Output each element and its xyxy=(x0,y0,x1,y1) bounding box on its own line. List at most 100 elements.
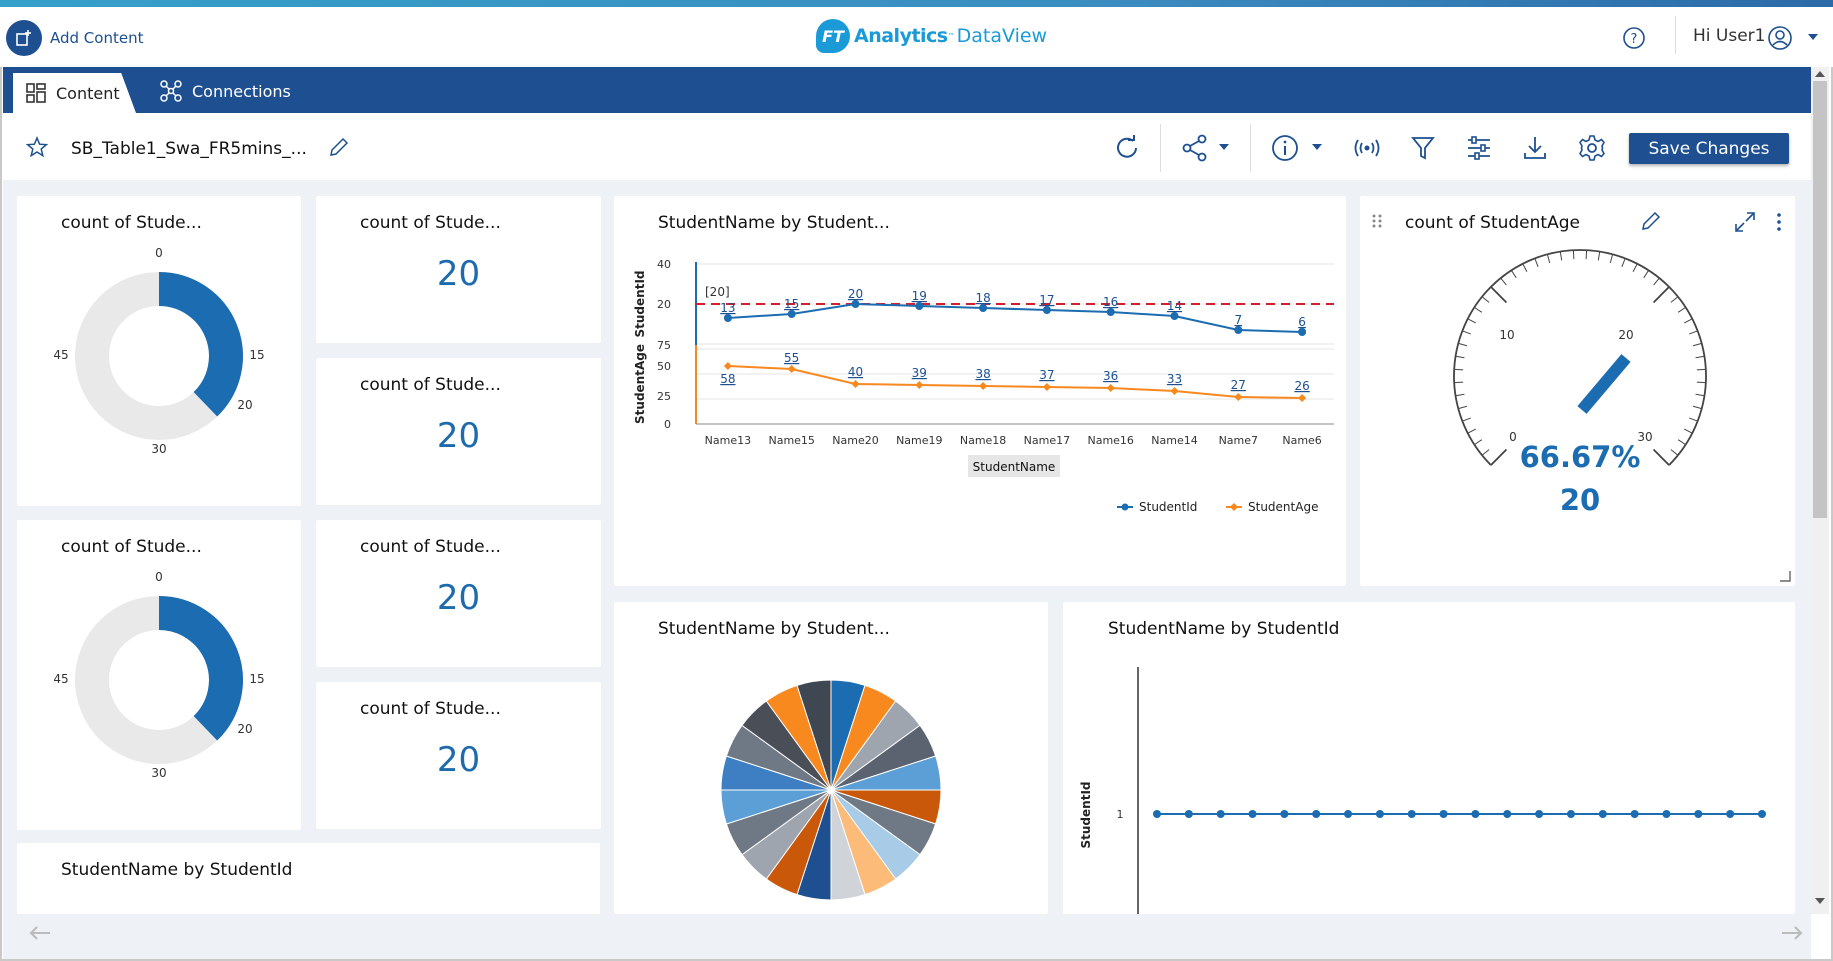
gauge-needle xyxy=(1577,354,1631,414)
data-point xyxy=(1280,810,1289,818)
filter-icon[interactable] xyxy=(1409,133,1437,163)
add-content-icon xyxy=(16,30,31,46)
data-point-studentid xyxy=(1298,328,1307,336)
drag-handle-icon[interactable] xyxy=(1371,213,1383,229)
y-tick: 1 xyxy=(1117,808,1124,821)
connections-icon xyxy=(160,80,182,102)
data-point-studentage xyxy=(1298,394,1307,402)
data-label-studentage: 39 xyxy=(912,366,927,380)
gauge-arc xyxy=(1453,249,1707,466)
help-icon[interactable]: ? xyxy=(1622,26,1646,50)
gauge-minor-tick xyxy=(1632,263,1638,272)
gauge-minor-tick xyxy=(1559,251,1563,261)
donut-chart: 0 15 20 30 45 xyxy=(53,570,264,780)
scroll-down-arrow-icon[interactable] xyxy=(1815,898,1825,904)
expand-icon[interactable] xyxy=(1734,211,1756,233)
gauge-minor-tick xyxy=(1653,277,1660,286)
pie-widget[interactable]: StudentName by Student... xyxy=(614,602,1048,914)
x-tick-label: Name18 xyxy=(960,434,1006,447)
data-point xyxy=(1184,810,1193,818)
save-changes-button[interactable]: Save Changes xyxy=(1629,133,1789,164)
share-caret-icon[interactable] xyxy=(1218,143,1230,151)
share-icon[interactable] xyxy=(1180,133,1210,163)
resize-corner-icon[interactable] xyxy=(1779,570,1791,582)
data-point xyxy=(1439,810,1448,818)
data-label-studentage: 37 xyxy=(1039,368,1054,382)
data-label-studentage: 38 xyxy=(975,367,990,381)
data-point-studentid xyxy=(787,310,796,318)
data-point-studentid xyxy=(979,304,988,312)
data-label-studentage: 26 xyxy=(1294,379,1309,393)
widget-title: StudentName by StudentId xyxy=(61,860,293,880)
data-point-studentid xyxy=(1106,308,1115,316)
add-content-button[interactable] xyxy=(6,20,42,56)
data-point-studentage xyxy=(1042,383,1051,391)
gauge-chart: 10 20 0 30 66.67% 20 xyxy=(1453,249,1707,517)
gauge-minor-tick xyxy=(1458,342,1468,347)
widget-title: count of Stude... xyxy=(360,375,501,395)
y-tick: 50 xyxy=(657,360,671,373)
data-label-studentid: 6 xyxy=(1298,315,1306,329)
donut-tick: 15 xyxy=(249,348,264,362)
more-options-icon[interactable] xyxy=(1776,212,1782,232)
widget-title: count of Stude... xyxy=(61,213,202,233)
donut-tick: 30 xyxy=(151,442,166,456)
adjust-sliders-icon[interactable] xyxy=(1465,133,1493,163)
kpi-widget-3[interactable]: count of Stude... 20 xyxy=(316,520,601,667)
y-tick: 25 xyxy=(657,390,671,403)
kpi-widget-1[interactable]: count of Stude... 20 xyxy=(316,196,601,343)
gauge-tick-label: 10 xyxy=(1499,328,1514,342)
settings-gear-icon[interactable] xyxy=(1577,133,1607,163)
gauge-major-tick xyxy=(1490,448,1508,466)
data-label-studentid: 20 xyxy=(848,287,863,301)
legend-label-studentage: StudentAge xyxy=(1248,500,1318,514)
gauge-widget[interactable]: count of StudentAge 10 20 0 30 66.67% 20 xyxy=(1360,196,1795,586)
data-point xyxy=(1598,810,1607,818)
data-label-studentid: 14 xyxy=(1167,299,1182,313)
scrollbar-thumb[interactable] xyxy=(1813,81,1827,518)
data-point xyxy=(1726,810,1735,818)
x-tick-label: Name16 xyxy=(1087,434,1133,447)
edit-widget-pencil-icon[interactable] xyxy=(1640,210,1662,232)
data-point-studentid xyxy=(851,300,860,308)
dot-chart-widget[interactable]: StudentName by StudentId StudentId 1 xyxy=(1063,602,1795,914)
user-avatar-icon[interactable] xyxy=(1767,25,1793,51)
favorite-star-icon[interactable] xyxy=(26,136,48,158)
info-caret-icon[interactable] xyxy=(1311,143,1323,151)
gauge-tick-label: 30 xyxy=(1637,430,1652,444)
series-line-studentage xyxy=(727,365,1303,399)
add-content-label[interactable]: Add Content xyxy=(50,29,144,47)
user-menu-caret-icon[interactable] xyxy=(1808,34,1818,40)
tab-content[interactable]: Content xyxy=(13,73,136,113)
data-label-studentage: 55 xyxy=(784,351,799,365)
kpi-widget-2[interactable]: count of Stude... 20 xyxy=(316,358,601,505)
gauge-minor-tick xyxy=(1474,439,1483,446)
kpi-widget-4[interactable]: count of Stude... 20 xyxy=(316,682,601,829)
user-greeting[interactable]: Hi User1 xyxy=(1693,26,1766,46)
x-tick-label: Name20 xyxy=(832,434,878,447)
line-chart-widget[interactable]: StudentName by Student... StudentId Stud… xyxy=(614,196,1346,586)
info-icon[interactable] xyxy=(1270,133,1300,163)
gauge-minor-tick xyxy=(1455,355,1465,359)
y-axis-label-top: StudentId xyxy=(633,271,647,338)
previous-page-arrow-icon[interactable] xyxy=(28,925,52,941)
data-point xyxy=(1248,810,1257,818)
download-icon[interactable] xyxy=(1521,133,1549,163)
widget-title: count of Stude... xyxy=(360,213,501,233)
scroll-up-arrow-icon[interactable] xyxy=(1815,71,1825,77)
gauge-minor-tick xyxy=(1692,342,1702,347)
bottom-chart-widget[interactable]: StudentName by StudentId xyxy=(17,843,600,915)
live-broadcast-icon[interactable] xyxy=(1351,133,1383,163)
donut-widget-1[interactable]: count of Stude... 0 15 20 30 45 xyxy=(17,196,301,506)
gauge-minor-tick xyxy=(1597,251,1601,261)
tab-connections[interactable]: Connections xyxy=(160,80,291,102)
refresh-icon[interactable] xyxy=(1112,133,1142,163)
next-page-arrow-icon[interactable] xyxy=(1780,925,1804,941)
donut-widget-2[interactable]: count of Stude... 0 15 20 30 45 xyxy=(17,520,301,830)
widget-title: StudentName by Student... xyxy=(658,213,890,233)
edit-title-pencil-icon[interactable] xyxy=(328,136,350,158)
x-tick-label: Name15 xyxy=(768,434,814,447)
data-point-studentid xyxy=(1234,326,1243,334)
data-point-studentage xyxy=(979,382,988,390)
data-point xyxy=(1758,810,1766,818)
